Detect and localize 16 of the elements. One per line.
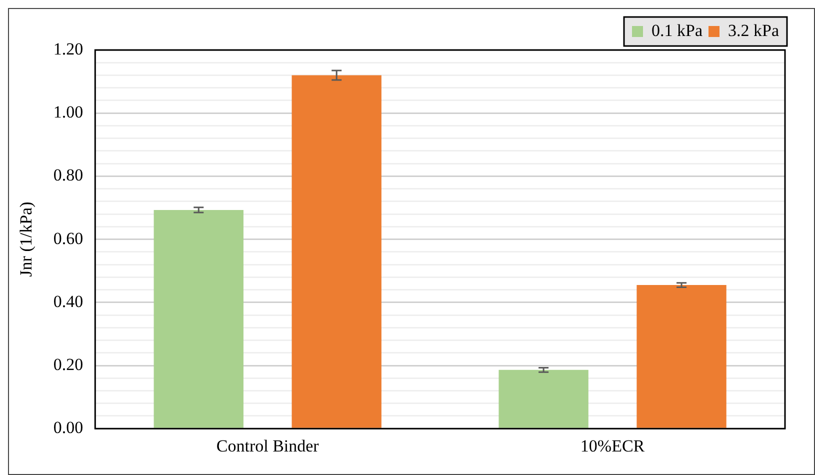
y-tick-label: 0.80 bbox=[53, 166, 84, 185]
y-tick-label: 0.40 bbox=[53, 292, 84, 311]
y-tick-label: 0.00 bbox=[53, 418, 84, 438]
y-tick-label: 1.20 bbox=[53, 39, 84, 58]
bar bbox=[498, 370, 588, 428]
x-tick-label: 10%ECR bbox=[580, 436, 646, 456]
legend-label: 3.2 kPa bbox=[728, 20, 780, 40]
bar bbox=[636, 285, 726, 428]
y-tick-label: 0.60 bbox=[53, 228, 84, 248]
x-tick-label: Control Binder bbox=[216, 436, 320, 456]
legend-label: 0.1 kPa bbox=[652, 20, 703, 40]
bar bbox=[292, 75, 382, 428]
y-axis-title: Jnr (1/kPa) bbox=[16, 202, 36, 277]
y-tick-label: 1.00 bbox=[53, 102, 84, 122]
bar bbox=[154, 210, 244, 428]
y-tick-label: 0.20 bbox=[53, 354, 84, 374]
